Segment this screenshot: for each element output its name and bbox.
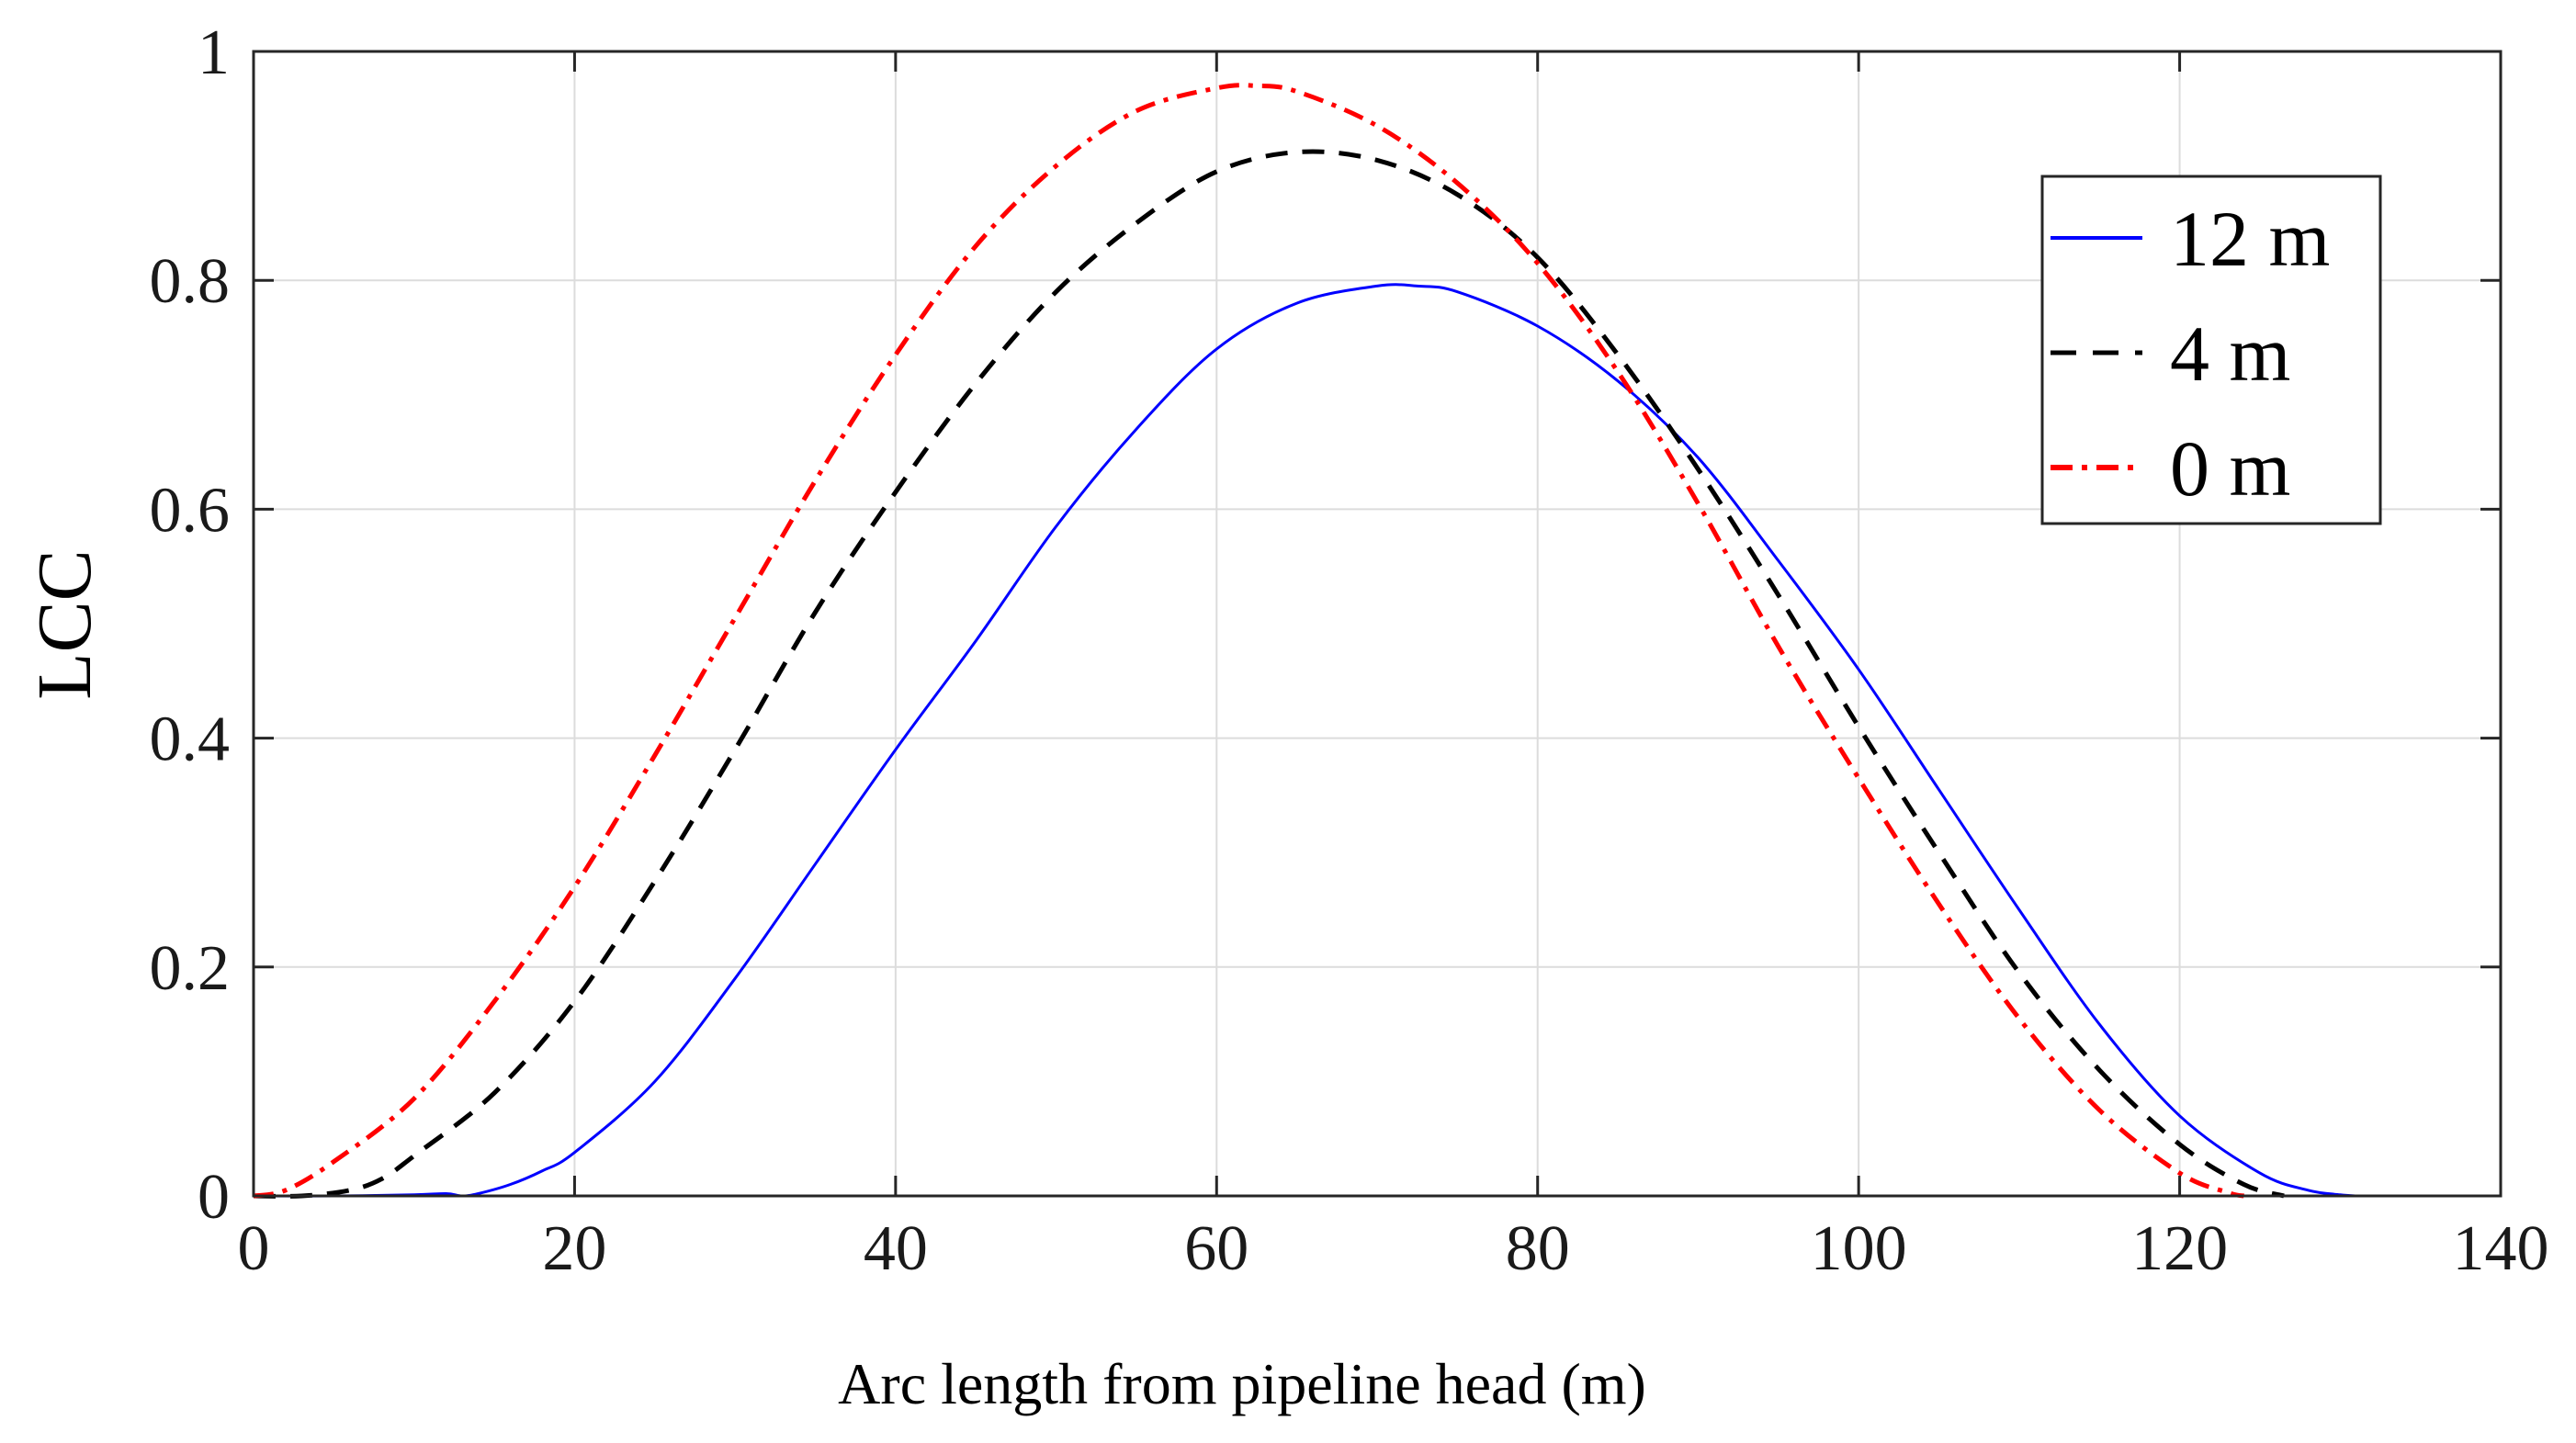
legend-label-4m: 4 m (2170, 310, 2290, 398)
y-tick-label: 0.6 (150, 475, 231, 546)
y-tick-label: 0.8 (150, 246, 231, 317)
x-tick-label: 120 (2131, 1213, 2228, 1284)
series-line-12m (253, 283, 2356, 1198)
x-tick-label: 0 (238, 1213, 270, 1284)
plot-frame (252, 50, 2503, 1198)
series-line-0m (253, 83, 2244, 1199)
x-tick-label: 40 (864, 1213, 928, 1284)
x-tick-label: 80 (1506, 1213, 1570, 1284)
y-tick-label: 1 (198, 17, 230, 88)
axis-ticks: 0 20 40 60 80 100 120 140 0 0.2 0.4 0.6 0.8 1 (150, 17, 2549, 1284)
x-tick-label: 60 (1184, 1213, 1248, 1284)
x-tick-label: 100 (1811, 1213, 1907, 1284)
y-tick-label: 0.4 (150, 705, 231, 775)
x-axis-title: Arc length from pipeline head (m) (838, 1351, 1646, 1416)
y-tick-label: 0 (198, 1162, 230, 1233)
legend-label-12m: 12 m (2170, 195, 2330, 283)
series-line-4m (253, 149, 2285, 1199)
y-tick-label: 0.2 (150, 933, 231, 1004)
x-tick-label: 20 (542, 1213, 606, 1284)
legend: 12 m 4 m 0 m (2040, 175, 2382, 525)
series-lines (253, 83, 2356, 1199)
legend-label-0m: 0 m (2170, 424, 2290, 513)
y-axis-title: LCC (22, 549, 107, 699)
x-tick-label: 140 (2453, 1213, 2549, 1284)
